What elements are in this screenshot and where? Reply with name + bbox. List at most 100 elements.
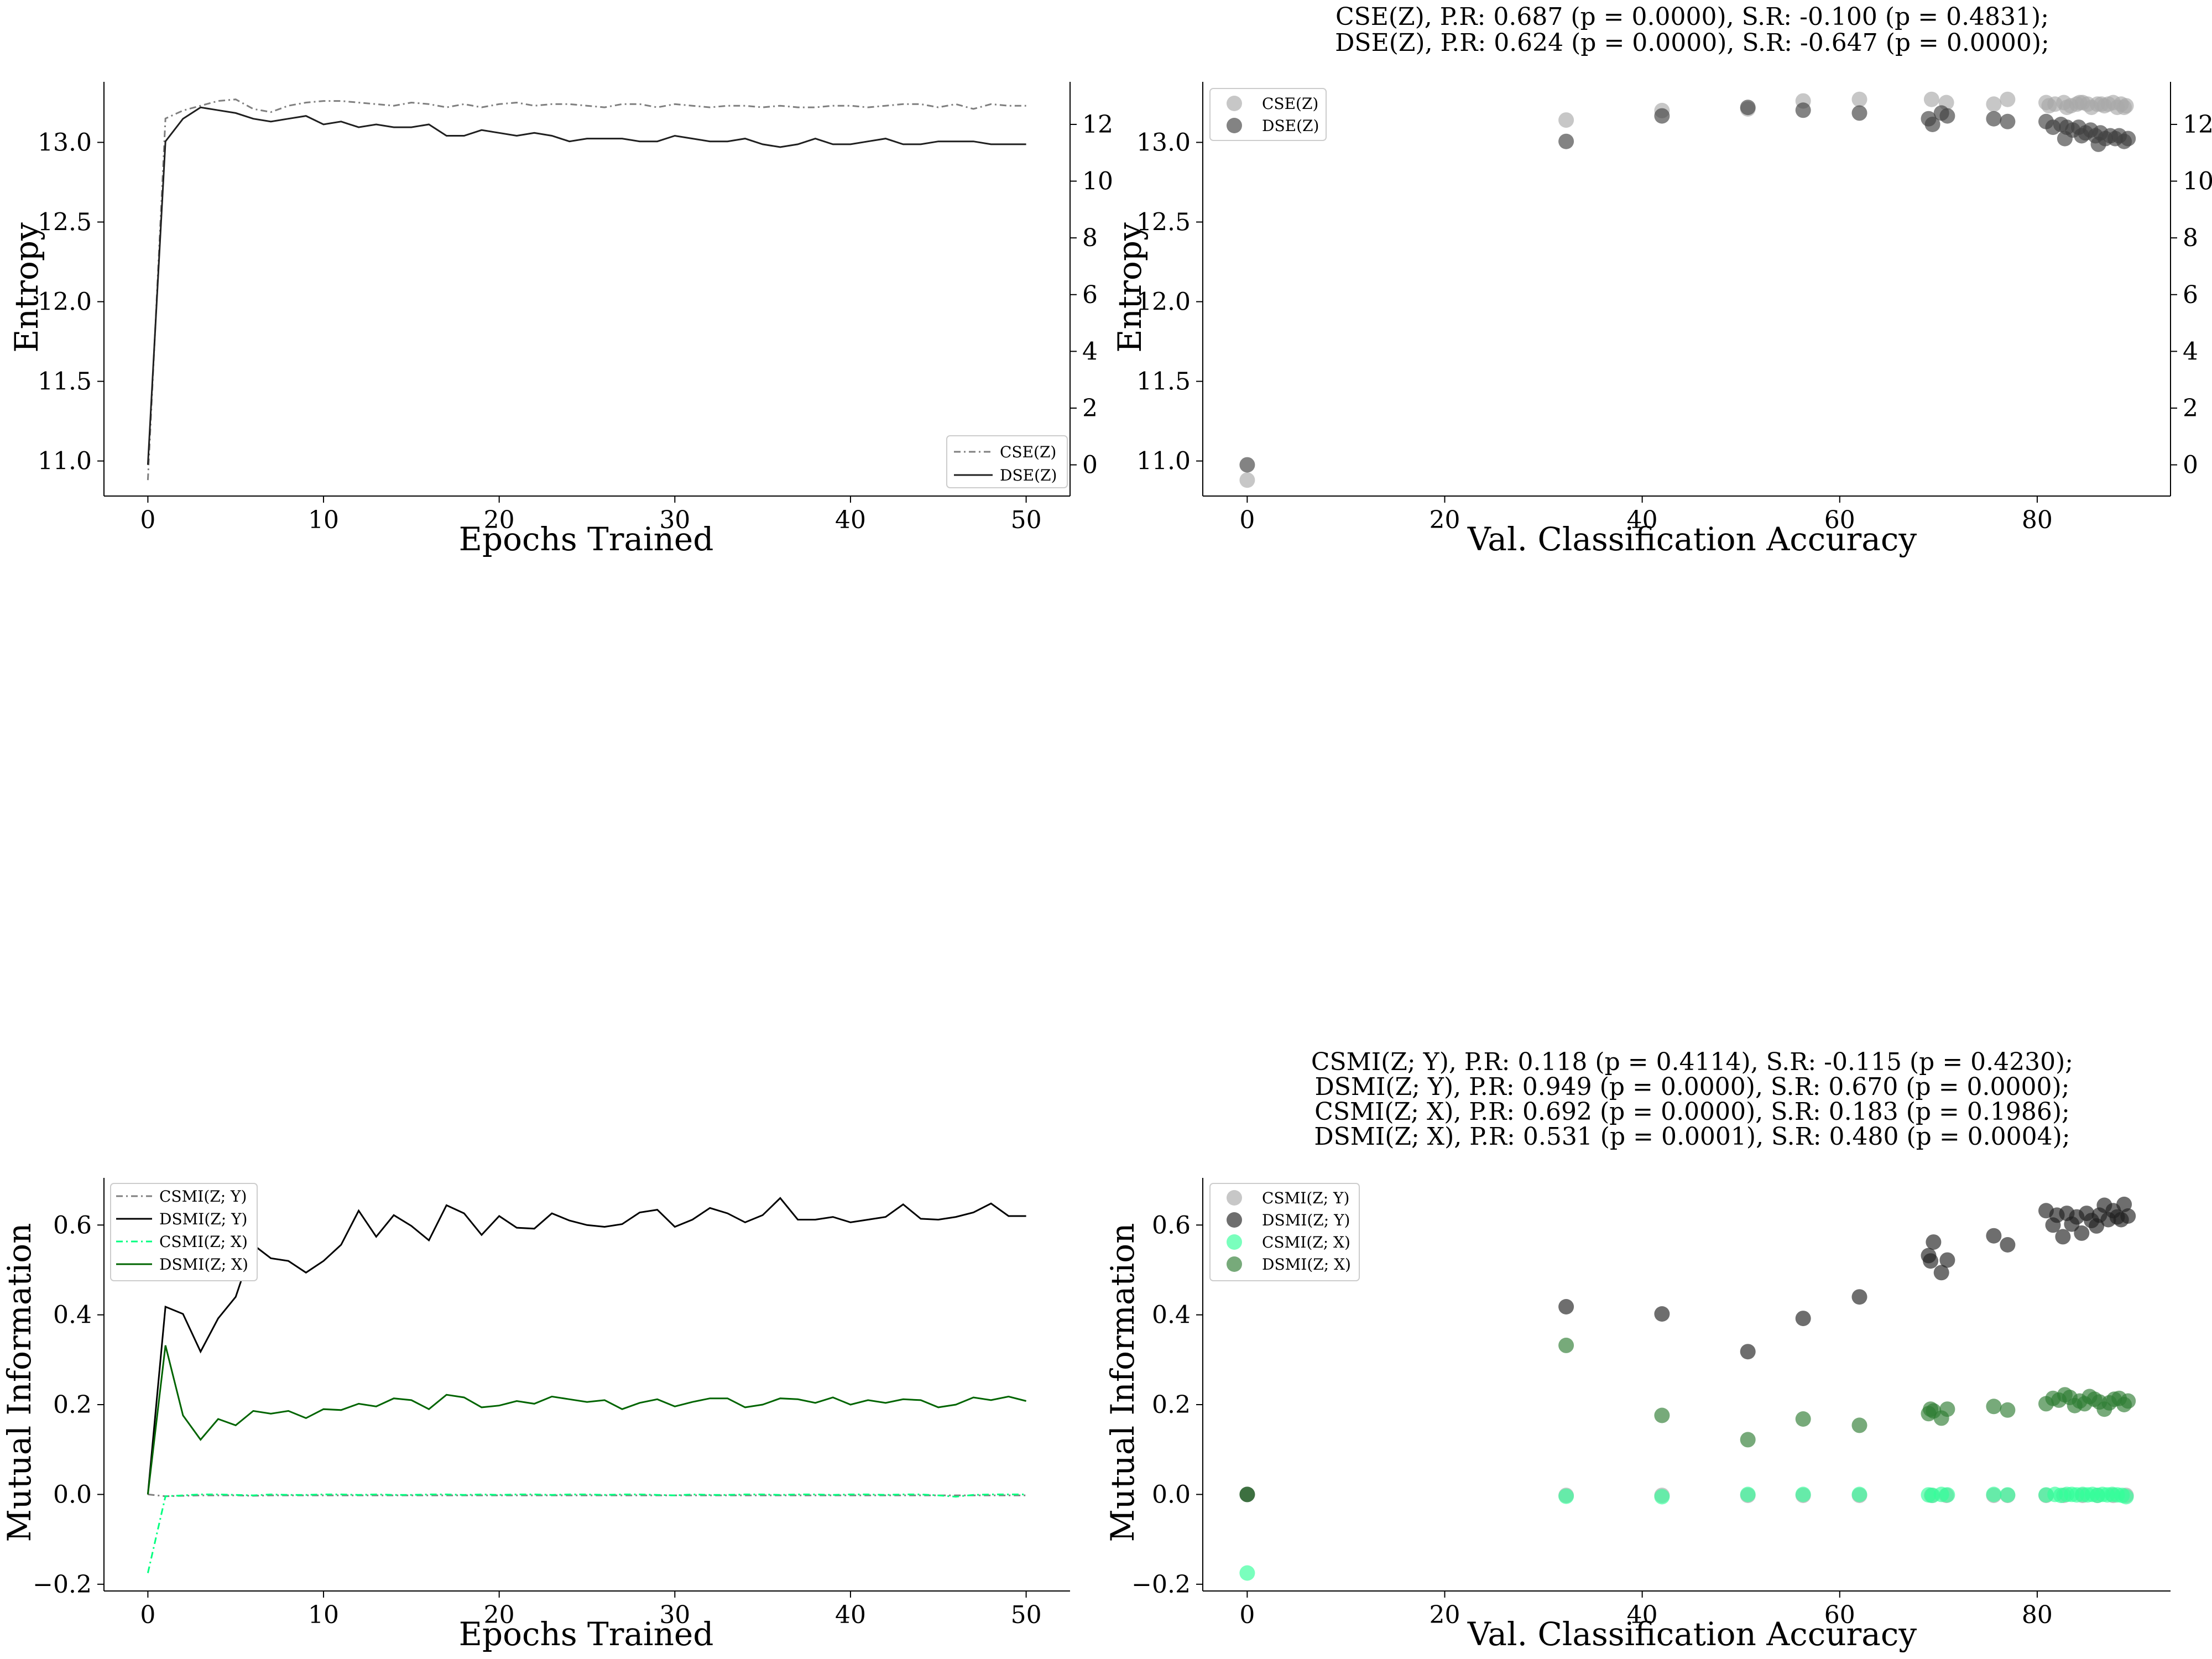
point-dsmi-z-y xyxy=(2120,1208,2136,1224)
y2-tick-label: 6 xyxy=(2183,281,2198,309)
x-tick-label: 60 xyxy=(1824,506,1855,534)
y-tick-label: 0.4 xyxy=(1152,1301,1191,1329)
x-tick-label: 0 xyxy=(1239,506,1255,534)
entropy-epochs-xlabel: Epochs Trained xyxy=(459,520,714,558)
entropy-accuracy-ylabel: Entropy xyxy=(1111,222,1149,353)
mi-accuracy-ylabel: Mutual Information xyxy=(1104,1223,1141,1542)
y2-tick-label: 8 xyxy=(1082,224,1098,252)
legend-label-cse: CSE(Z) xyxy=(1262,95,1318,113)
point-dsmi-z-y xyxy=(1558,1299,1574,1314)
point-csmi-z-x xyxy=(1654,1489,1670,1505)
entropy-epochs-legend: CSE(Z) DSE(Z) xyxy=(946,435,1068,488)
point-dsmi-z-y xyxy=(1740,1344,1756,1360)
panel-mi-epochs: 0 10 20 30 40 50 −0.2 0.0 0.2 0.4 0.6 Epochs Train… xyxy=(1,1178,1070,1653)
point-dsmi-z-x xyxy=(1654,1407,1670,1423)
point-dsmi-z-y xyxy=(2074,1225,2090,1241)
point-dse-z xyxy=(1795,102,1811,118)
y2-tick-label: 2 xyxy=(1082,394,1098,422)
point-dsmi-z-x xyxy=(1939,1401,1955,1417)
x-tick-label: 50 xyxy=(1011,506,1042,534)
mi-accuracy-plot-area: 0 20 40 60 80 −0.2 0.0 0.2 0.4 0.6 xyxy=(1131,1178,2171,1629)
y-tick-label: 0.2 xyxy=(53,1391,92,1419)
y2-tick-label: 6 xyxy=(1082,281,1098,309)
x-tick-label: 20 xyxy=(484,1601,515,1629)
point-csmi-z-x xyxy=(1740,1486,1756,1503)
mi-accuracy-title-line-4: DSMI(Z; X), P.R: 0.531 (p = 0.0001), S.R… xyxy=(1314,1123,2070,1151)
point-cse-z xyxy=(2094,96,2109,112)
y2-tick-label: 4 xyxy=(2183,337,2198,366)
point-dsmi-z-y xyxy=(2055,1229,2071,1245)
x-tick-label: 30 xyxy=(659,1601,690,1629)
point-cse-z xyxy=(1558,112,1574,128)
point-dsmi-z-y xyxy=(1939,1252,1955,1268)
x-tick-label: 60 xyxy=(1824,1601,1855,1629)
x-tick-label: 20 xyxy=(1430,506,1460,534)
y-tick-label: 0.4 xyxy=(53,1301,92,1329)
legend-label-dsmi-y: DSMI(Z; Y) xyxy=(1262,1211,1350,1229)
legend-label-csmi-x: CSMI(Z; X) xyxy=(159,1233,248,1251)
series-line-dsmi-z-y xyxy=(147,1197,1026,1495)
x-tick-label: 10 xyxy=(308,1601,339,1629)
point-cse-z xyxy=(1986,96,2002,112)
panel-mi-accuracy: CSMI(Z; Y), P.R: 0.118 (p = 0.4114), S.R… xyxy=(1104,1048,2171,1653)
point-csmi-z-x xyxy=(2118,1489,2134,1505)
point-cse-z xyxy=(2116,100,2132,116)
point-dsmi-z-x xyxy=(1851,1417,1867,1433)
mi-accuracy-title-line-3: CSMI(Z; X), P.R: 0.692 (p = 0.0000), S.R… xyxy=(1314,1098,2070,1126)
point-dsmi-z-x xyxy=(1795,1411,1811,1427)
entropy-accuracy-title-line-2: DSE(Z), P.R: 0.624 (p = 0.0000), S.R: -0… xyxy=(1335,29,2049,57)
y2-tick-label: 2 xyxy=(2183,394,2198,422)
y-tick-label: 11.0 xyxy=(38,447,92,476)
x-tick-label: 40 xyxy=(835,506,866,534)
y2-tick-label: 10 xyxy=(2183,168,2212,196)
point-dse-z xyxy=(1939,108,1955,124)
point-cse-z xyxy=(2059,100,2075,116)
y2-tick-label: 4 xyxy=(1082,337,1098,366)
point-dsmi-z-x xyxy=(1986,1399,2002,1415)
y2-tick-label: 0 xyxy=(1082,451,1098,479)
legend-label-cse: CSE(Z) xyxy=(1000,443,1056,461)
point-csmi-z-x xyxy=(1795,1486,1811,1503)
y-tick-label: 0.6 xyxy=(53,1211,92,1239)
y2-tick-label: 0 xyxy=(2183,451,2198,479)
y-tick-label: −0.2 xyxy=(33,1571,92,1599)
y-tick-label: 13.0 xyxy=(1136,128,1191,156)
y2-tick-label: 12 xyxy=(2183,111,2212,139)
y-tick-label: 12.0 xyxy=(1136,288,1191,316)
point-dsmi-z-y xyxy=(1986,1228,2002,1244)
point-dsmi-z-x xyxy=(1239,1486,1255,1503)
legend-frame xyxy=(110,1183,258,1281)
point-dse-z xyxy=(2120,131,2136,147)
legend-label-dse: DSE(Z) xyxy=(1000,466,1057,484)
point-dsmi-z-y xyxy=(1851,1289,1867,1305)
point-cse-z xyxy=(2072,95,2088,111)
point-dsmi-z-x xyxy=(2000,1402,2016,1418)
legend-marker-dsmi-x xyxy=(1227,1256,1242,1272)
point-dse-z xyxy=(2057,131,2073,147)
legend-frame xyxy=(1209,1183,1360,1281)
x-tick-label: 20 xyxy=(484,506,515,534)
point-dsmi-z-y xyxy=(2116,1196,2132,1212)
y-tick-label: 13.0 xyxy=(38,128,92,156)
y-tick-label: 11.5 xyxy=(38,368,92,396)
point-csmi-z-x xyxy=(2000,1487,2016,1503)
x-tick-label: 80 xyxy=(2022,1601,2053,1629)
legend-label-csmi-y: CSMI(Z; Y) xyxy=(159,1187,247,1206)
point-dse-z xyxy=(1654,108,1670,124)
y-tick-label: 11.5 xyxy=(1136,368,1191,396)
point-dsmi-z-y xyxy=(2000,1237,2016,1253)
entropy-epochs-ylabel: Entropy xyxy=(8,222,45,353)
x-tick-label: 40 xyxy=(1627,1601,1658,1629)
y2-tick-label: 8 xyxy=(2183,224,2198,252)
mi-accuracy-title-line-2: DSMI(Z; Y), P.R: 0.949 (p = 0.0000), S.R… xyxy=(1315,1073,2070,1101)
y-tick-label: 12.5 xyxy=(38,208,92,237)
mi-epochs-xlabel: Epochs Trained xyxy=(459,1615,714,1653)
point-dsmi-z-x xyxy=(1558,1337,1574,1353)
legend-label-dsmi-y: DSMI(Z; Y) xyxy=(159,1210,247,1228)
mi-accuracy-legend: CSMI(Z; Y) DSMI(Z; Y) CSMI(Z; X) DSMI(Z;… xyxy=(1209,1183,1360,1281)
y-tick-label: 11.0 xyxy=(1136,447,1191,476)
x-tick-label: 20 xyxy=(1430,1601,1460,1629)
point-dsmi-z-y xyxy=(1923,1253,1939,1269)
x-tick-label: 0 xyxy=(140,1601,155,1629)
